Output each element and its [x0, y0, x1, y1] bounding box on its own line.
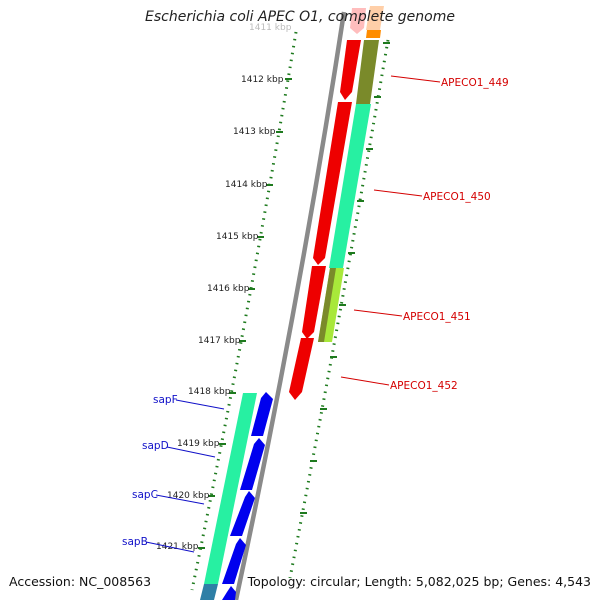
feature-olive-449 [356, 40, 379, 104]
gene-label-apeco1-449: APECO1_449 [441, 77, 509, 89]
kbp-label-1416: 1416 kbp [207, 284, 250, 294]
kbp-label-1411: 1411 kbp [249, 23, 292, 33]
kbp-label-1418: 1418 kbp [188, 387, 231, 397]
feature-olive-451 [318, 268, 336, 342]
gene-sapB-cds [222, 538, 246, 584]
kbp-label-1414: 1414 kbp [225, 180, 268, 190]
leader-sapC [155, 494, 205, 505]
genome-backbone [233, 11, 347, 600]
gene-sapC-cds [230, 491, 255, 536]
leader-sapF [175, 399, 225, 410]
gene-label-sapC: sapC [132, 489, 158, 501]
tick-rail-outer [288, 39, 390, 579]
leader-sapD [166, 446, 216, 458]
feature-steelblue-sap [200, 584, 218, 600]
leader-apeco1-450 [373, 189, 423, 197]
topology-text: Topology: circular; Length: 5,082,025 bp… [247, 574, 591, 589]
leader-apeco1-451 [353, 309, 403, 317]
outer-ticks [300, 42, 390, 514]
gene-apeco1-449-cds [340, 40, 361, 100]
kbp-label-1413: 1413 kbp [233, 127, 276, 137]
gene-sap-next-cds [222, 586, 236, 600]
feature-orange-top [366, 6, 384, 30]
gene-label-sapF: sapF [153, 394, 178, 406]
feature-orange-small [366, 30, 381, 38]
kbp-label-1419: 1419 kbp [177, 439, 220, 449]
leader-apeco1-449 [390, 75, 441, 83]
kbp-label-1421: 1421 kbp [156, 542, 199, 552]
kbp-label-1412: 1412 kbp [241, 75, 284, 85]
major-ticks [198, 78, 292, 549]
gene-apeco1-452-cds [289, 338, 314, 400]
leader-sapB [145, 541, 195, 553]
gene-red-top-faded [350, 8, 366, 34]
map-title: Escherichia coli APEC O1, complete genom… [145, 9, 455, 25]
gene-label-apeco1-452: APECO1_452 [390, 380, 458, 392]
leader-apeco1-452 [340, 376, 390, 386]
gene-label-apeco1-451: APECO1_451 [403, 311, 471, 323]
gene-label-apeco1-450: APECO1_450 [423, 191, 491, 203]
gene-apeco1-450-cds [313, 102, 352, 265]
kbp-label-1420: 1420 kbp [167, 491, 210, 501]
gene-sapD-cds [240, 438, 265, 490]
gene-apeco1-451-cds [302, 266, 326, 339]
kbp-label-1417: 1417 kbp [198, 336, 241, 346]
gene-label-sapB: sapB [122, 536, 148, 548]
feature-aquamarine-sap [204, 393, 257, 584]
feature-aquamarine-450 [329, 104, 371, 268]
gene-label-sapD: sapD [142, 440, 169, 452]
gene-sapF-cds [251, 392, 273, 436]
accession-text: Accession: NC_008563 [9, 574, 152, 589]
tick-rail-inner [190, 31, 298, 591]
kbp-label-1415: 1415 kbp [216, 232, 259, 242]
